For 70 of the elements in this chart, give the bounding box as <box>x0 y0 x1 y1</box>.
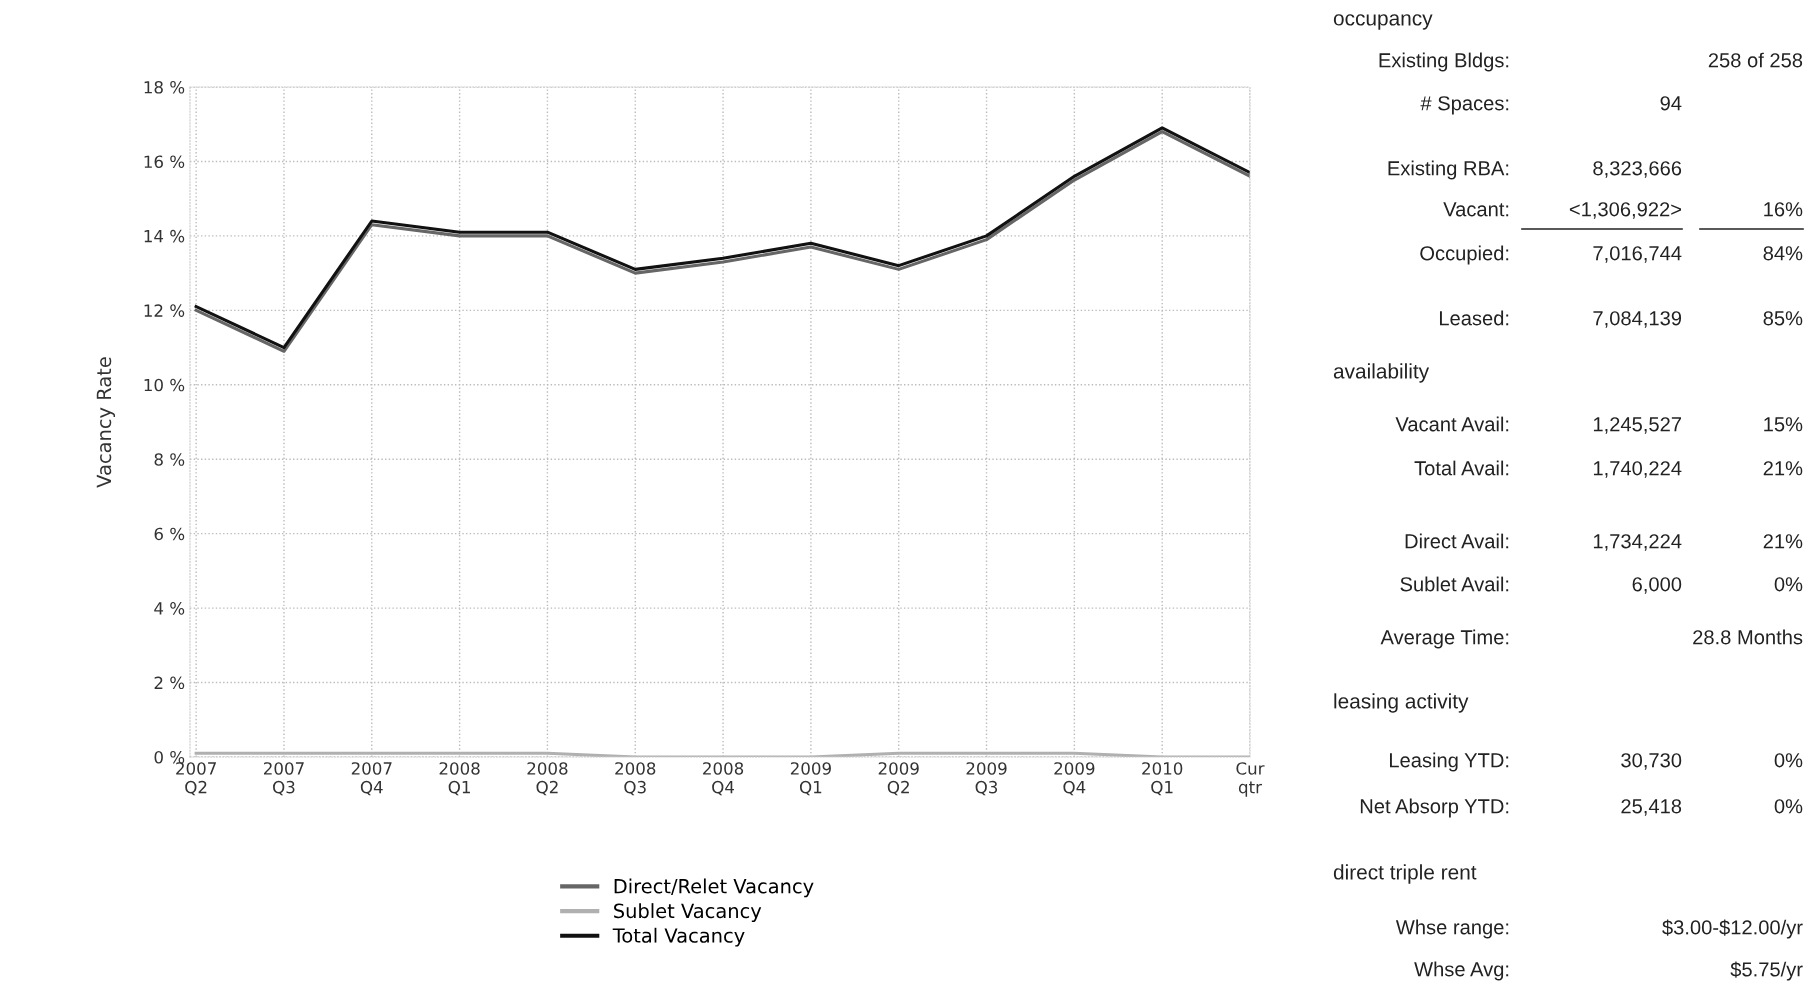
text: Existing Bldgs: <box>1379 52 1509 72</box>
text: 25,418 <box>1621 799 1682 816</box>
y-tick-label: 4 % <box>154 602 185 615</box>
text: 7,084,139 <box>1593 311 1682 328</box>
text: 0% <box>1774 799 1803 814</box>
text: # Spaces: <box>1420 96 1509 115</box>
x-tick-label: 2009 Q4 <box>1054 762 1095 796</box>
legend-label: Total Vacancy <box>612 927 745 947</box>
y-tick-label: 8 % <box>154 453 185 466</box>
text: 15% <box>1764 417 1803 432</box>
y-tick-label: 14 % <box>144 229 185 243</box>
text: 30,730 <box>1621 753 1682 770</box>
legend-label: Direct/Relet Vacancy <box>614 878 814 898</box>
x-tick-label: 2008 Q1 <box>439 762 480 796</box>
text: 1,740,224 <box>1593 461 1682 478</box>
y-tick-label: 0 % <box>154 750 185 764</box>
y-tick-label: 2 % <box>154 676 185 690</box>
text: Whse range: <box>1395 919 1509 939</box>
x-tick-label: 2009 Q1 <box>790 762 831 796</box>
text: <1,306,922> <box>1569 202 1682 219</box>
text: $3.00-$12.00/yr <box>1662 919 1803 939</box>
text: Occupied: <box>1420 245 1509 265</box>
text: Whse Avg: <box>1414 961 1509 981</box>
text: 7,016,744 <box>1593 246 1682 263</box>
text: 28.8 Months <box>1693 629 1803 645</box>
x-tick-label: 2007 Q4 <box>351 762 392 796</box>
text: 16% <box>1764 202 1803 217</box>
text: 0% <box>1774 577 1803 592</box>
text: Net Absorp YTD: <box>1360 798 1509 818</box>
y-tick-label: 18 % <box>144 80 185 94</box>
x-tick-label: 2009 Q3 <box>966 762 1007 796</box>
x-tick-label: 2008 Q4 <box>703 762 744 796</box>
text: 8,323,666 <box>1593 161 1682 178</box>
x-tick-label: 2007 Q3 <box>263 762 304 796</box>
text: Sublet Avail: <box>1400 576 1509 592</box>
text: Total Avail: <box>1414 460 1509 476</box>
legend-label: Sublet Vacancy <box>614 903 762 922</box>
text: 21% <box>1763 461 1803 476</box>
x-tick-label: 2010 Q1 <box>1142 762 1183 796</box>
text: direct triple rent <box>1333 864 1477 884</box>
text: 258 of 258 <box>1708 52 1803 68</box>
y-tick-label: 6 % <box>154 527 185 541</box>
text: $5.75/yr <box>1730 961 1803 981</box>
text: Vacant Avail: <box>1395 416 1509 432</box>
y-axis-title: Vacancy Rate <box>96 357 116 488</box>
text: leasing activity <box>1334 693 1469 713</box>
x-tick-label: Cur qtr <box>1236 762 1265 797</box>
text: 1,734,224 <box>1593 534 1682 551</box>
text: availability <box>1333 363 1430 383</box>
text: Existing RBA: <box>1388 160 1509 180</box>
x-tick-label: 2008 Q3 <box>615 762 656 796</box>
y-tick-label: 16 % <box>144 155 185 169</box>
text: 0% <box>1774 753 1803 768</box>
y-tick-label: 12 % <box>144 304 185 317</box>
x-tick-label: 2008 Q2 <box>527 762 568 796</box>
x-tick-label: 2007 Q2 <box>176 762 216 796</box>
text: 1,245,527 <box>1593 417 1681 434</box>
text: occupancy <box>1333 14 1433 30</box>
text: Vacant: <box>1443 202 1509 217</box>
text: Leasing YTD: <box>1390 752 1509 772</box>
text: 21% <box>1763 534 1803 549</box>
text: 6,000 <box>1632 577 1682 594</box>
text: 94 <box>1660 96 1682 111</box>
text: Direct Avail: <box>1405 533 1509 549</box>
x-tick-label: 2009 Q2 <box>878 762 919 796</box>
y-tick-label: 10 % <box>144 378 185 392</box>
text: Average Time: <box>1380 629 1509 649</box>
text: Leased: <box>1439 310 1509 326</box>
text: 85% <box>1763 311 1803 326</box>
text: 84% <box>1763 246 1803 261</box>
